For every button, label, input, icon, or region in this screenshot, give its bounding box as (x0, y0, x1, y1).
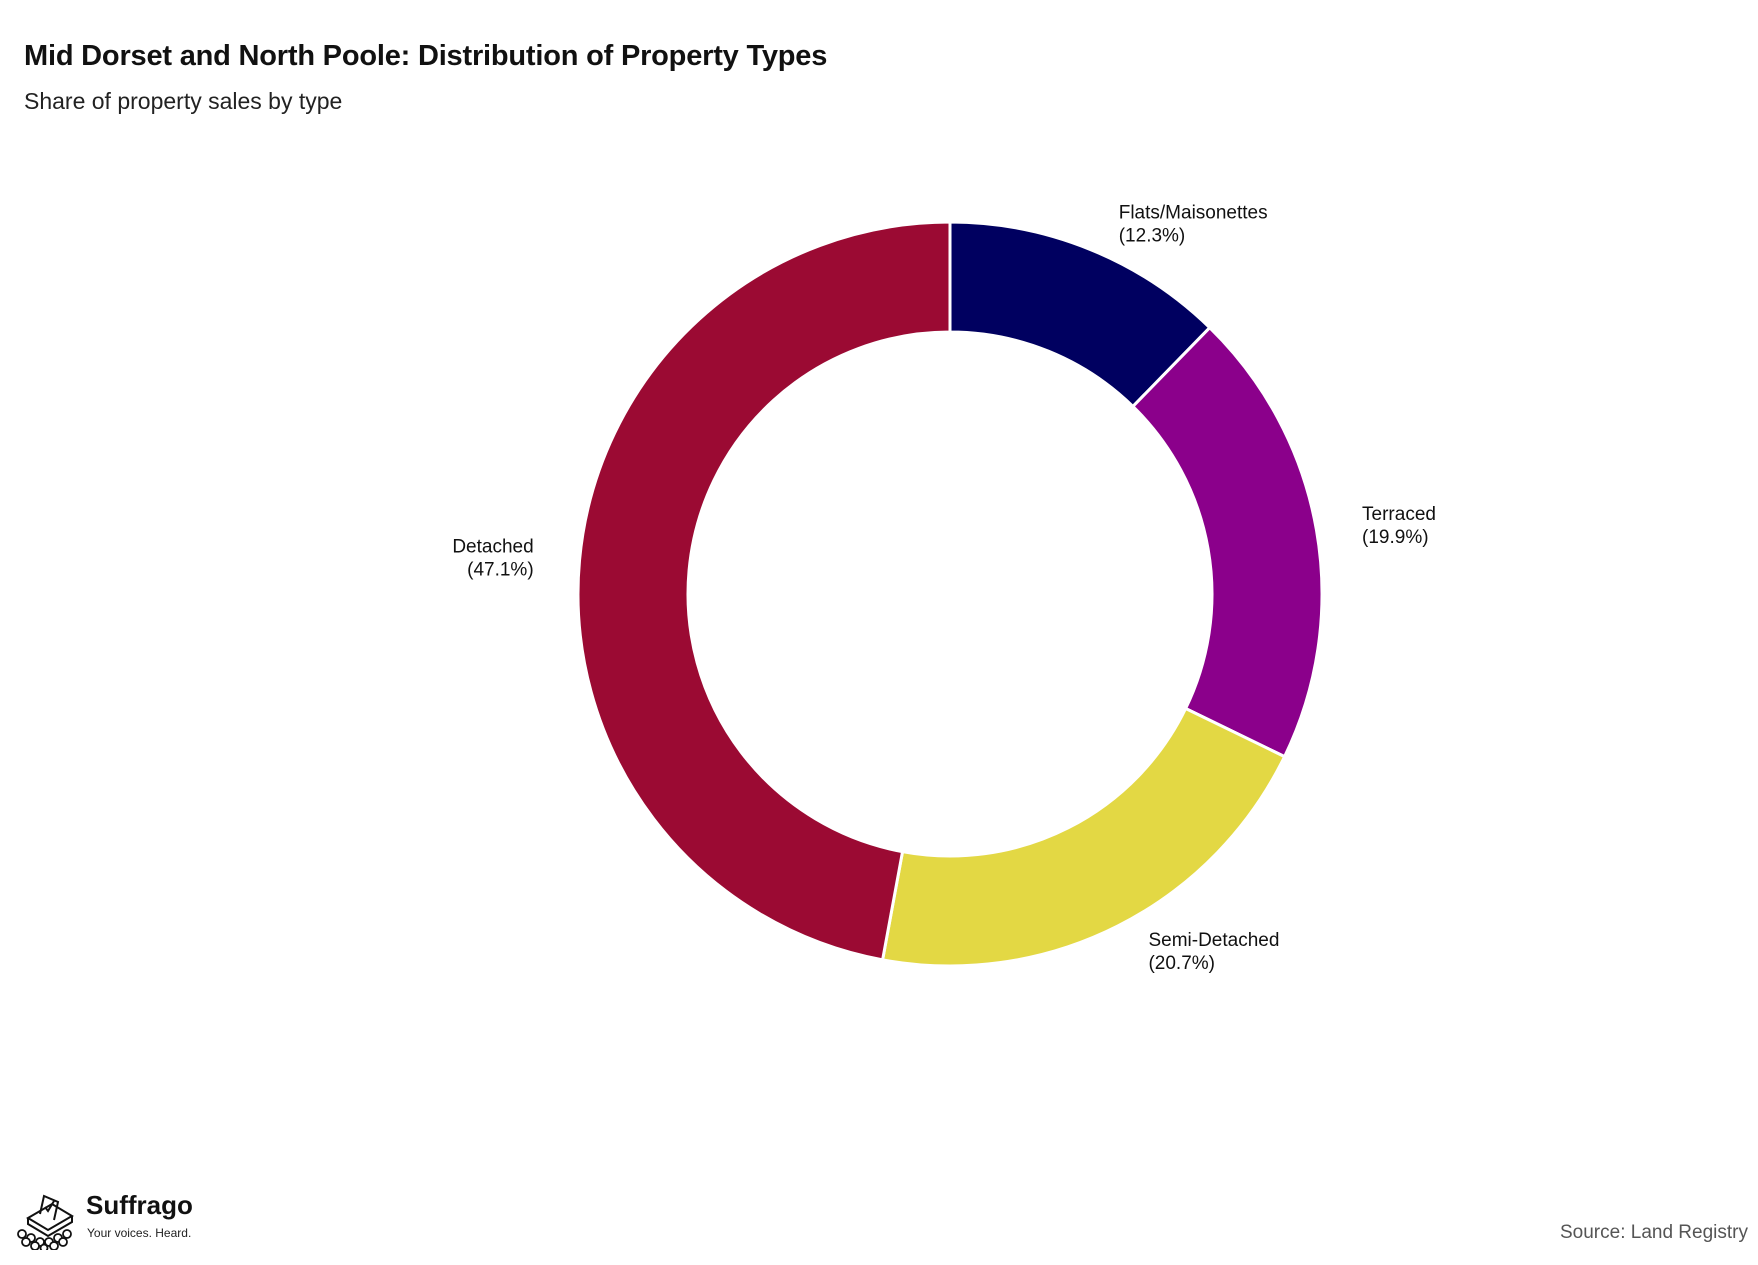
slice-semi-detached (880, 706, 1287, 968)
chart-title: Mid Dorset and North Poole: Distribution… (24, 40, 828, 72)
brand-tagline: Your voices. Heard. (87, 1226, 192, 1240)
slice-label-semi-detached: Semi-Detached (20.7%) (1148, 930, 1279, 974)
source-note: Source: Land Registry (1560, 1222, 1748, 1243)
slice-label-detached: Detached (47.1%) (452, 537, 533, 581)
slice-label-flats-maisonettes: Flats/Maisonettes (12.3%) (1119, 202, 1268, 246)
ballot-box-icon (17, 1194, 74, 1250)
slice-detached (576, 220, 952, 962)
slice-terraced (1130, 325, 1324, 759)
labels-group: Flats/Maisonettes (12.3%) Terraced (19.9%) S… (452, 202, 1436, 973)
brand-logo: Suffrago Your voices. Heard. (14, 1190, 214, 1250)
slices-group (576, 220, 1324, 968)
brand-name: Suffrago (86, 1190, 193, 1220)
slice-label-terraced: Terraced (19.9%) (1362, 504, 1436, 548)
chart-subtitle: Share of property sales by type (24, 88, 343, 114)
